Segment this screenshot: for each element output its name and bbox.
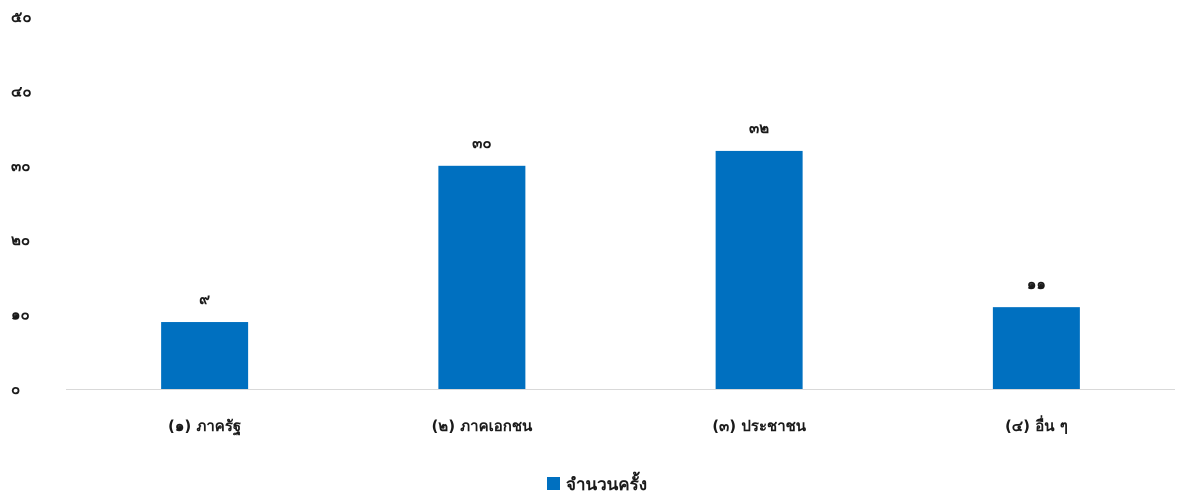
y-tick-label: ๓๐ [11, 157, 30, 175]
y-tick-label: ๑๐ [11, 306, 30, 324]
bar [992, 307, 1080, 389]
y-tick-label: ๔๐ [11, 82, 32, 100]
data-label: ๙ [199, 290, 210, 308]
y-tick-label: ๐ [11, 380, 20, 398]
bar [161, 322, 249, 389]
legend: จำนวนครั้ง [547, 471, 647, 495]
bars-group [161, 150, 1080, 389]
bar [438, 165, 526, 389]
x-tick-label: (๒) ภาคเอกชน [431, 417, 533, 435]
legend-label: จำนวนครั้ง [566, 471, 647, 495]
legend-swatch [547, 477, 560, 490]
data-label: ๑๑ [1027, 275, 1046, 293]
x-tick-label: (๓) ประชาชน [712, 417, 807, 435]
x-tick-label: (๑) ภาครัฐ [168, 417, 241, 436]
y-axis-ticks: ๐ ๑๐ ๒๐ ๓๐ ๔๐ ๕๐ [11, 8, 32, 398]
x-tick-label: (๔) อื่น ๆ [1005, 415, 1068, 435]
x-axis-categories: (๑) ภาครัฐ (๒) ภาคเอกชน (๓) ประชาชน (๔) อื่… [168, 415, 1068, 436]
y-tick-label: ๕๐ [11, 8, 32, 26]
y-tick-label: ๒๐ [11, 231, 30, 249]
data-label: ๓๐ [472, 134, 491, 152]
data-label: ๓๒ [749, 119, 769, 137]
bar [715, 150, 803, 389]
